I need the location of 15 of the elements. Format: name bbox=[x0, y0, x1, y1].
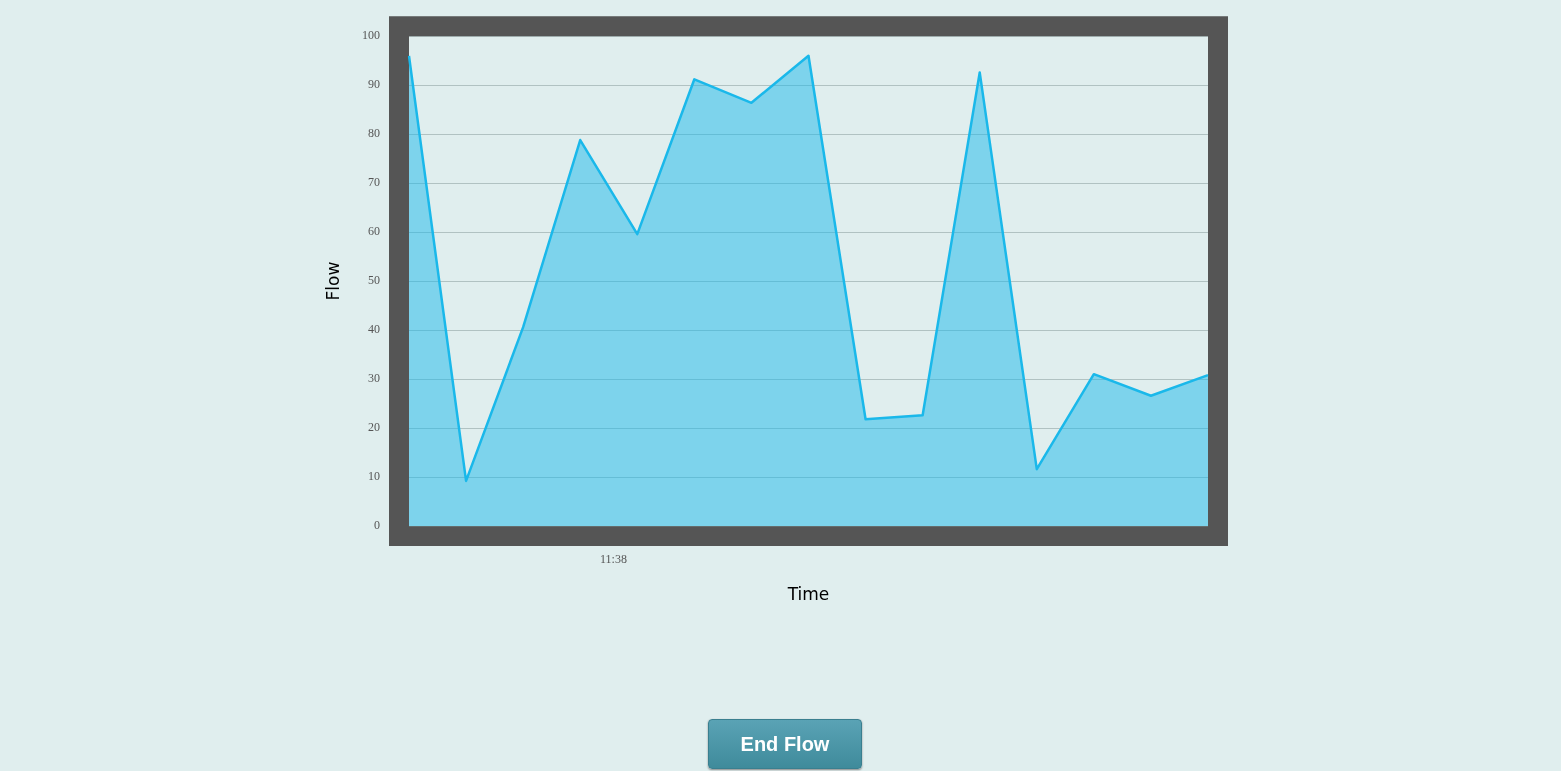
y-axis-title: Flow bbox=[322, 261, 343, 301]
y-tick-label: 20 bbox=[368, 420, 380, 435]
y-tick-label: 80 bbox=[368, 126, 380, 141]
y-tick-label: 60 bbox=[368, 224, 380, 239]
y-tick-label: 100 bbox=[362, 28, 380, 43]
y-tick-label: 90 bbox=[368, 77, 380, 92]
text: 11:38 bbox=[600, 552, 627, 567]
y-tick-label: 40 bbox=[368, 322, 380, 337]
y-tick-label: 50 bbox=[368, 273, 380, 288]
y-tick-label: 0 bbox=[374, 518, 380, 533]
text: End Flow bbox=[708, 719, 862, 769]
y-tick-label: 30 bbox=[368, 371, 380, 386]
y-tick-label: 10 bbox=[368, 469, 380, 484]
x-axis-title: Time bbox=[786, 584, 830, 605]
y-tick-label: 70 bbox=[368, 175, 380, 190]
